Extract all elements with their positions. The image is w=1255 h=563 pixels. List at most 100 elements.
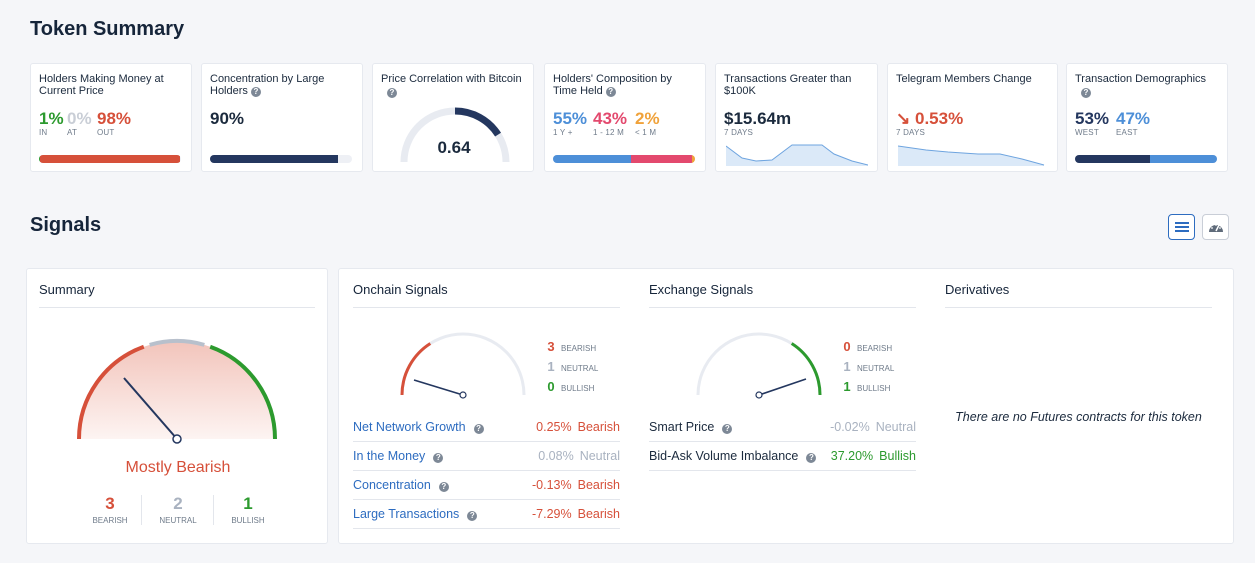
gauge-view-button[interactable] [1202,214,1229,240]
gauge-bullish-arc [790,342,822,396]
exchange-neutral-count: 1 [843,359,851,374]
composition-v3: 2% [635,109,660,128]
exchange-bullish-legend: 1 BULLISH [843,379,891,394]
help-icon[interactable]: ? [722,424,733,434]
composition-bar [553,155,695,163]
signal-verdict: Bearish [577,507,620,521]
help-icon[interactable]: ? [467,511,478,521]
signal-row[interactable]: In the Money? 0.08% Neutral [353,442,620,471]
help-icon[interactable]: ? [1081,88,1091,98]
signal-row[interactable]: Concentration? -0.13% Bearish [353,471,620,500]
signal-name[interactable]: Large Transactions [353,507,460,521]
card-large-transactions: Transactions Greater than $100K $15.64m … [715,63,878,172]
card-transaction-demographics: Transaction Demographics? 53% 47% WEST E… [1066,63,1228,172]
list-icon [1174,222,1189,232]
card-title: Telegram Members Change [896,73,1032,85]
card-telegram-members: Telegram Members Change ↘ 0.53% 7 DAYS [887,63,1058,172]
gauge-bullish-arc [209,344,277,440]
neutral-count-block: 2 NEUTRAL [147,494,209,525]
signal-percent: 0.08% [538,449,574,463]
onchain-bearish-count: 3 [547,339,555,354]
bar-segment-1-12m [631,155,693,163]
exchange-gauge [696,332,822,399]
signal-name[interactable]: In the Money [353,449,426,463]
bar-in [39,155,41,163]
help-icon[interactable]: ? [433,453,444,463]
onchain-neutral-count: 1 [547,359,555,374]
card-title: Holders Making Money at Current Price [39,73,164,97]
help-icon[interactable]: ? [250,87,261,97]
concentration-bar [210,155,352,163]
demographics-bar [1075,155,1217,163]
signal-row[interactable]: Net Network Growth? 0.25% Bearish [353,413,620,442]
gauge-needle [123,377,178,440]
correlation-gauge [400,107,510,163]
divider [141,495,142,525]
signal-name[interactable]: Concentration [353,478,431,492]
exchange-title: Exchange Signals [649,282,754,297]
signal-name[interactable]: Net Network Growth [353,420,466,434]
bullish-count: 1 [243,494,253,513]
onchain-bearish-legend: 3 BEARISH [547,339,597,354]
bar-fill [210,155,338,163]
signal-name: Bid-Ask Volume Imbalance [649,449,799,463]
bar-east [1150,155,1217,163]
card-holders-composition: Holders' Composition by Time Held? 55% 4… [544,63,706,172]
onchain-gauge [400,332,526,399]
correlation-value: 0.64 [437,138,471,157]
signal-row[interactable]: Large Transactions? -7.29% Bearish [353,500,620,529]
divider [213,495,214,525]
sparkline-line [898,145,1045,166]
bearish-count-block: 3 BEARISH [79,494,141,525]
onchain-bullish-count: 0 [547,379,555,394]
gauge-pivot [172,434,182,444]
telegram-sparkline [898,145,1045,166]
east-label: EAST [1116,128,1138,137]
arrow-down-right-icon: ↘ [896,109,911,128]
composition-l3: < 1 M [635,128,657,137]
card-title: Transaction Demographics [1075,73,1207,85]
gauge-needle [758,378,807,396]
signal-verdict: Bearish [577,420,620,434]
card-title: Concentration by Large Holders [210,73,325,97]
gauge-fill [454,107,502,137]
east-value: 47% [1116,109,1151,128]
exchange-bearish-count: 0 [843,339,851,354]
signal-row[interactable]: Bid-Ask Volume Imbalance? 37.20% Bullish [649,442,916,471]
at-value: 0% [67,109,92,128]
gauge-fill-area [79,341,275,439]
holders-money-bar [39,155,181,163]
out-label: OUT [97,128,115,137]
telegram-period: 7 DAYS [896,128,926,137]
in-value: 1% [39,109,64,128]
list-view-button[interactable] [1168,214,1195,240]
signal-verdict: Neutral [875,420,916,434]
bullish-label: BULLISH [231,516,265,525]
signal-row[interactable]: Smart Price? -0.02% Neutral [649,413,916,442]
help-icon[interactable]: ? [438,482,449,492]
neutral-count: 2 [173,494,183,513]
help-icon[interactable]: ? [473,424,484,434]
gauge-pivot [755,391,763,399]
signal-percent: -0.02% [830,420,870,434]
signals-title: Signals [30,214,102,236]
neutral-label: NEUTRAL [159,516,197,525]
signal-percent: -7.29% [532,507,572,521]
bar-out [40,155,180,163]
summary-panel: Summary Mostly Bearish 3 BEARISH 2 NEUTR… [26,268,328,544]
help-icon[interactable]: ? [806,453,817,463]
gauge-track [696,332,822,396]
exchange-bullish-count: 1 [843,379,851,394]
card-title: Price Correlation with Bitcoin [381,73,522,85]
summary-title: Summary [39,282,95,297]
west-label: WEST [1075,128,1099,137]
composition-l2: 1 - 12 M [593,128,624,137]
concentration-value: 90% [210,109,245,128]
help-icon[interactable]: ? [387,88,397,98]
west-value: 53% [1075,109,1110,128]
help-icon[interactable]: ? [605,87,616,97]
telegram-value: 0.53% [914,109,964,128]
divider [39,307,315,308]
signal-name: Smart Price [649,420,715,434]
derivatives-empty-message: There are no Futures contracts for this … [955,410,1202,424]
